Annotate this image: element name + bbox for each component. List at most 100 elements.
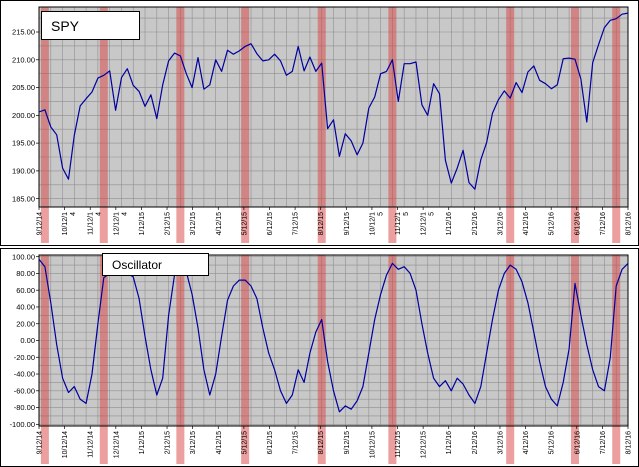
oscillator-signal-band xyxy=(99,255,108,464)
spy-signal-band xyxy=(99,7,108,243)
oscillator-x-tick-label: 4/12/16 xyxy=(523,431,530,454)
spy-y-tick-label: 190.00 xyxy=(12,166,35,175)
spy-x-tick-label: 3/12/15 xyxy=(190,212,197,235)
oscillator-signal-band xyxy=(506,255,515,464)
spy-x-tick-label: 1/12/16 xyxy=(446,212,453,235)
spy-signal-bands xyxy=(40,7,621,243)
spy-x-tick-label: 4 xyxy=(121,212,128,216)
oscillator-x-tick-label: 5/12/16 xyxy=(549,431,556,454)
oscillator-x-tick-label: 2/12/16 xyxy=(472,431,479,454)
spy-x-tick-label: 10/12/1 xyxy=(62,212,69,235)
spy-chart-title-box: SPY xyxy=(41,11,140,40)
oscillator-y-axis-labels: 100.00 80.00 60.00 40.00 20.00 0.00 -20.00 -40.… xyxy=(10,252,39,429)
oscillator-signal-band xyxy=(612,255,621,464)
spy-series-line xyxy=(38,12,629,190)
oscillator-gridlines xyxy=(38,255,629,426)
oscillator-x-tick-label: 10/12/14 xyxy=(62,431,69,458)
spy-signal-band xyxy=(40,7,49,243)
oscillator-x-tick-label: 3/12/16 xyxy=(497,431,504,454)
oscillator-x-tick-label: 7/12/15 xyxy=(293,431,300,454)
oscillator-x-tick-label: 11/12/14 xyxy=(88,431,95,458)
oscillator-y-tick-label: -40.00 xyxy=(14,370,35,379)
oscillator-x-tick-label: 12/12/14 xyxy=(113,431,120,458)
oscillator-x-tick-label: 6/12/16 xyxy=(574,431,581,454)
spy-x-tick-label: 2/12/16 xyxy=(472,212,479,235)
oscillator-y-tick-label: 40.00 xyxy=(16,303,35,312)
oscillator-y-tick-label: -20.00 xyxy=(14,353,35,362)
spy-y-axis-labels: 215.00 210.00 205.00 200.00 195.00 190.00 185.… xyxy=(12,28,39,203)
spy-x-axis-labels: 9/12/14 10/12/1 4 11/12/1 4 12/12/1 4 1/12/15 2/… xyxy=(37,207,633,235)
spy-x-tick-label: 5/12/16 xyxy=(549,212,556,235)
oscillator-x-tick-label: 4/12/15 xyxy=(216,431,223,454)
spy-y-tick-label: 185.00 xyxy=(12,194,35,203)
oscillator-x-tick-label: 9/12/14 xyxy=(37,431,44,454)
oscillator-chart-canvas: 100.00 80.00 60.00 40.00 20.00 0.00 -20.00 -40.… xyxy=(10,252,633,464)
oscillator-signal-band xyxy=(570,255,579,464)
spy-x-tick-label: 5 xyxy=(429,212,436,216)
spy-x-tick-label: 4/12/15 xyxy=(216,212,223,235)
oscillator-series-line xyxy=(38,258,629,413)
oscillator-y-tick-label: -60.00 xyxy=(14,386,35,395)
spy-signal-band xyxy=(176,7,185,243)
spy-plot-border xyxy=(38,6,629,208)
oscillator-x-tick-label: 1/12/16 xyxy=(446,431,453,454)
spy-x-tick-label: 10/12/1 xyxy=(369,212,376,235)
spy-x-tick-label: 4/12/16 xyxy=(523,212,530,235)
spy-x-tick-label: 6/12/16 xyxy=(574,212,581,235)
spy-x-tick-label: 5/12/15 xyxy=(241,212,248,235)
spy-chart-canvas: 215.00 210.00 205.00 200.00 195.00 190.00 185.… xyxy=(12,6,633,243)
spy-signal-band xyxy=(388,7,397,243)
oscillator-x-axis-labels: 9/12/14 10/12/14 11/12/14 12/12/14 1/12/15 2/… xyxy=(37,426,633,458)
spy-y-tick-label: 200.00 xyxy=(12,111,35,120)
oscillator-y-tick-label: -100.00 xyxy=(10,420,35,429)
spy-x-tick-label: 12/12/1 xyxy=(113,212,120,235)
oscillator-x-tick-label: 3/12/15 xyxy=(190,431,197,454)
spy-signal-band xyxy=(612,7,621,243)
oscillator-signal-band xyxy=(40,255,49,464)
oscillator-x-tick-label: 11/12/15 xyxy=(395,431,402,458)
oscillator-x-tick-label: 12/12/15 xyxy=(421,431,428,458)
oscillator-x-tick-label: 9/12/15 xyxy=(344,431,351,454)
oscillator-x-tick-label: 8/12/16 xyxy=(626,431,633,454)
oscillator-signal-band xyxy=(176,255,185,464)
spy-x-tick-label: 8/12/15 xyxy=(318,212,325,235)
spy-signal-band xyxy=(570,7,579,243)
oscillator-signal-band xyxy=(388,255,397,464)
oscillator-y-tick-label: 100.00 xyxy=(12,252,35,261)
oscillator-chart-title: Oscillator xyxy=(112,257,163,272)
spy-chart-title: SPY xyxy=(51,17,80,34)
oscillator-chart: 100.00 80.00 60.00 40.00 20.00 0.00 -20.00 -40.… xyxy=(0,248,639,467)
spy-x-tick-label: 11/12/1 xyxy=(395,212,402,235)
oscillator-signal-bands xyxy=(40,255,621,464)
spy-signal-band xyxy=(241,7,250,243)
oscillator-x-tick-label: 8/12/15 xyxy=(318,431,325,454)
spy-x-tick-label: 6/12/15 xyxy=(267,212,274,235)
spy-x-tick-label: 1/12/15 xyxy=(139,212,146,235)
spy-y-tick-label: 210.00 xyxy=(12,55,35,64)
spy-x-tick-label: 7/12/16 xyxy=(600,212,607,235)
spy-gridlines xyxy=(38,7,629,207)
spy-signal-band xyxy=(506,7,515,243)
spy-x-tick-label: 4 xyxy=(70,212,77,216)
oscillator-chart-title-box: Oscillator xyxy=(102,253,209,276)
spy-signal-band xyxy=(317,7,326,243)
spy-x-tick-label: 3/12/16 xyxy=(497,212,504,235)
oscillator-signal-band xyxy=(241,255,250,464)
spy-x-tick-label: 9/12/14 xyxy=(37,212,44,235)
spy-x-tick-label: 4 xyxy=(96,212,103,216)
spy-x-tick-label: 5 xyxy=(377,212,384,216)
oscillator-y-tick-label: 80.00 xyxy=(16,269,35,278)
oscillator-y-tick-label: 0.00 xyxy=(20,336,35,345)
oscillator-x-tick-label: 7/12/16 xyxy=(600,431,607,454)
spy-y-tick-label: 215.00 xyxy=(12,28,35,37)
oscillator-y-tick-label: 20.00 xyxy=(16,319,35,328)
oscillator-x-tick-label: 10/12/15 xyxy=(369,431,376,458)
oscillator-x-tick-label: 5/12/15 xyxy=(241,431,248,454)
spy-x-tick-label: 9/12/15 xyxy=(344,212,351,235)
oscillator-y-tick-label: -80.00 xyxy=(14,403,35,412)
spy-x-tick-label: 2/12/15 xyxy=(165,212,172,235)
oscillator-x-tick-label: 2/12/15 xyxy=(165,431,172,454)
spy-x-tick-label: 7/12/15 xyxy=(293,212,300,235)
spy-y-tick-label: 205.00 xyxy=(12,83,35,92)
spy-price-chart: 215.00 210.00 205.00 200.00 195.00 190.00 185.… xyxy=(0,0,639,246)
